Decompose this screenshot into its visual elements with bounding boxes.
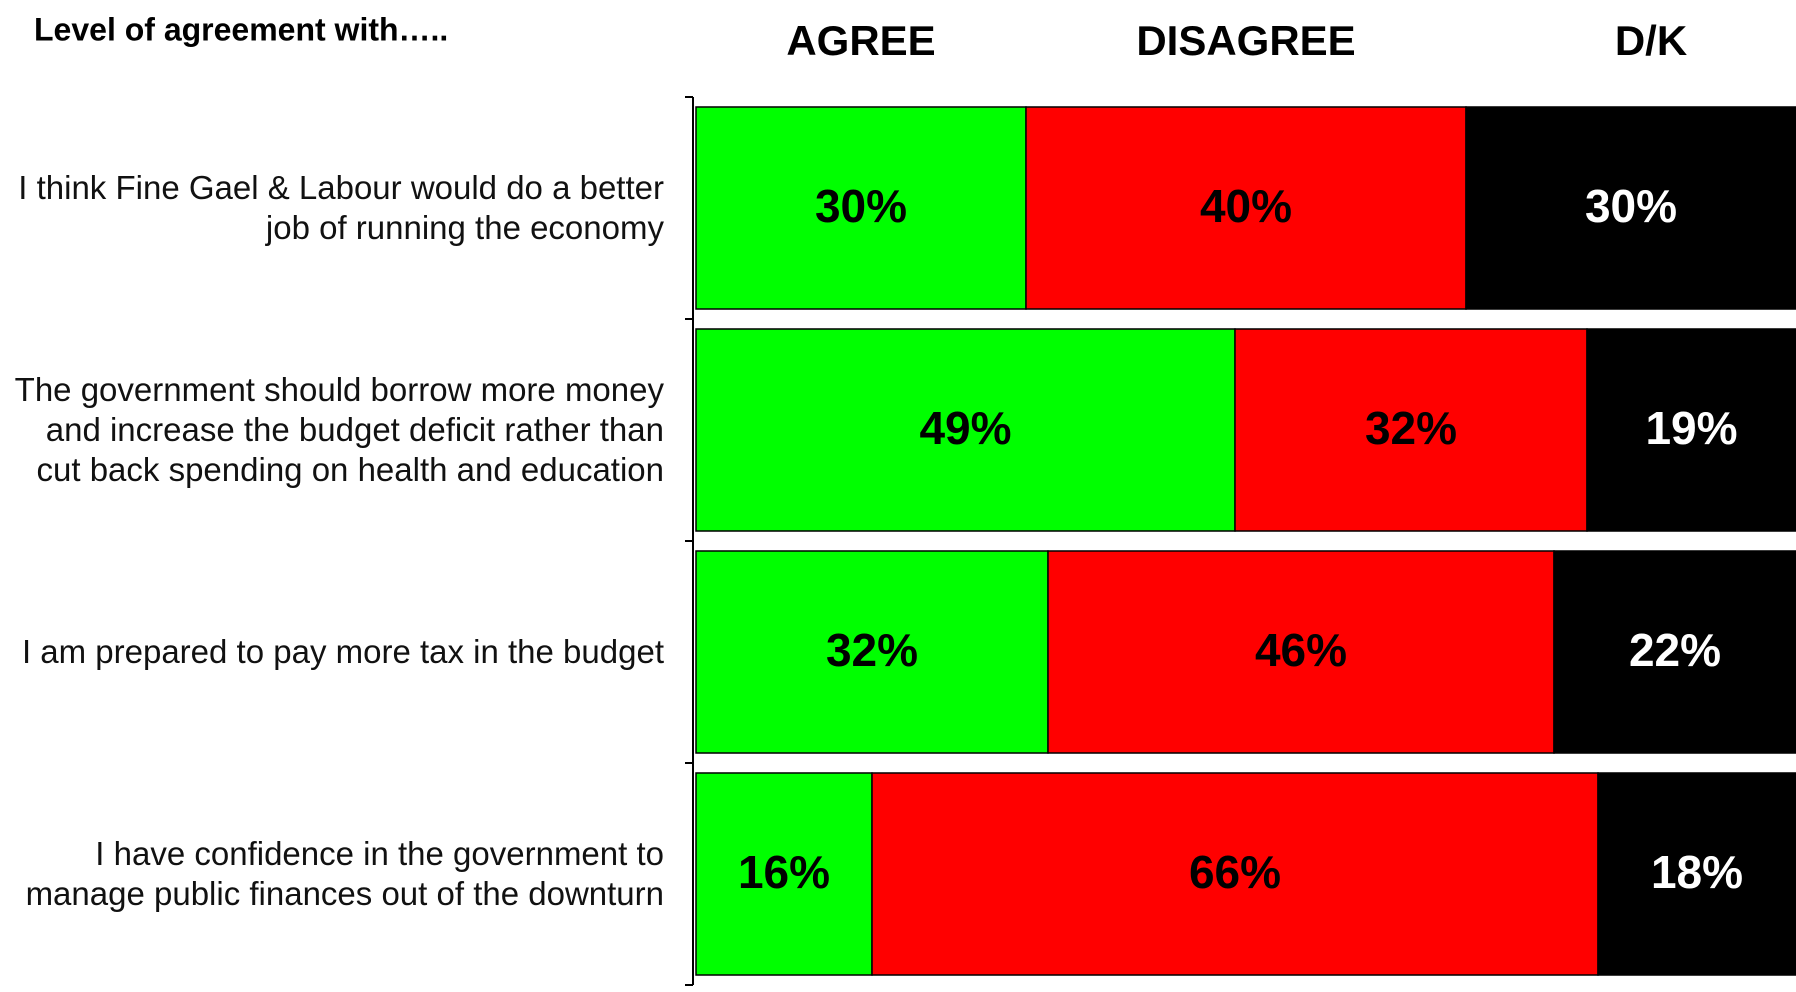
bar-segment	[695, 772, 873, 976]
bar-segment	[1586, 328, 1796, 532]
value-label: 18%	[1651, 846, 1743, 898]
value-label: 46%	[1255, 624, 1347, 676]
legend-header: DISAGREE	[1136, 17, 1355, 64]
value-label: 30%	[1585, 180, 1677, 232]
bar-segment	[1047, 550, 1555, 754]
category-label: I think Fine Gael & Labour would do a be…	[18, 169, 664, 246]
value-label: 19%	[1645, 402, 1737, 454]
category-label: I am prepared to pay more tax in the bud…	[21, 633, 664, 670]
bar-segment	[695, 328, 1236, 532]
legend-header: AGREE	[786, 17, 935, 64]
value-label: 16%	[738, 846, 830, 898]
legend-header: D/K	[1615, 17, 1687, 64]
chart-title: Level of agreement with…..	[34, 11, 448, 47]
bar-segment	[695, 550, 1049, 754]
value-label: 22%	[1629, 624, 1721, 676]
bar-segment	[871, 772, 1599, 976]
value-label: 30%	[815, 180, 907, 232]
bar-segment	[695, 106, 1027, 310]
bar-segment	[1234, 328, 1588, 532]
value-label: 32%	[826, 624, 918, 676]
category-label: I have confidence in the government to m…	[25, 835, 664, 912]
bar-segment	[1465, 106, 1796, 310]
bar-segment	[1597, 772, 1796, 976]
bar-segment	[1553, 550, 1796, 754]
value-label: 40%	[1200, 180, 1292, 232]
value-label: 49%	[919, 402, 1011, 454]
category-label: The government should borrow more money …	[14, 371, 664, 488]
value-label: 66%	[1189, 846, 1281, 898]
value-label: 32%	[1365, 402, 1457, 454]
